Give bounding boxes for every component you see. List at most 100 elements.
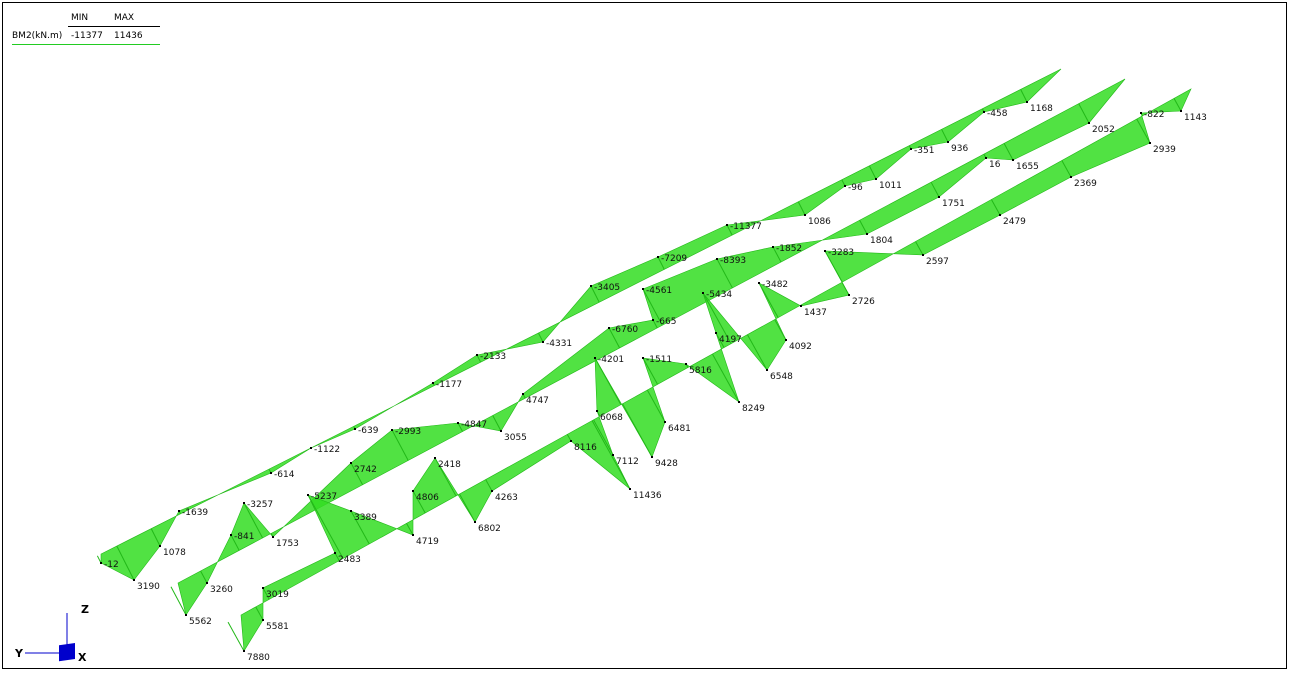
beam-row-2-ordinate xyxy=(1003,143,1014,161)
station-marker xyxy=(307,494,309,496)
moment-value-label: 3389 xyxy=(354,513,377,523)
beam-row-3-ordinate xyxy=(593,419,614,456)
beam-row-1-ordinate xyxy=(538,332,544,343)
beam-row-3-ordinate xyxy=(594,357,622,405)
moment-value-label: -3482 xyxy=(762,280,788,290)
station-marker xyxy=(804,214,806,216)
moment-value-label: -1177 xyxy=(436,380,462,390)
station-marker xyxy=(716,258,718,260)
station-marker xyxy=(350,462,352,464)
beam-row-1-ordinate xyxy=(116,545,135,581)
moment-value-label: -4847 xyxy=(461,420,487,430)
moment-value-label: -6760 xyxy=(612,325,638,335)
beam-row-2-ordinate xyxy=(652,319,658,329)
moment-value-label: 5581 xyxy=(266,622,289,632)
beam-row-3-ordinate xyxy=(774,319,787,341)
beam-row-2-ordinate xyxy=(642,288,663,326)
moment-value-label: -3257 xyxy=(247,500,273,510)
beam-row-2-ordinate xyxy=(230,534,240,551)
moment-value-label: -2133 xyxy=(480,352,506,362)
moment-value-label: 4747 xyxy=(526,396,549,406)
moment-value-label: 3260 xyxy=(210,585,233,595)
station-marker xyxy=(206,582,208,584)
beam-row-3-ordinate xyxy=(915,241,924,256)
beam-row-3-ordinate xyxy=(459,493,476,523)
beam-row-1-ordinate xyxy=(476,354,482,363)
moment-value-label: 7112 xyxy=(616,457,639,467)
moment-value-label: 6548 xyxy=(770,372,793,382)
beam-row-2-ordinate xyxy=(243,502,264,539)
beam-row-3-ordinate xyxy=(841,282,850,296)
beam-row-1-ordinate xyxy=(726,224,733,236)
station-marker xyxy=(354,428,356,430)
station-marker xyxy=(657,256,659,258)
station-marker xyxy=(702,292,704,294)
station-marker xyxy=(685,363,687,365)
moment-value-label: -1852 xyxy=(776,244,802,254)
moment-value-label: 3019 xyxy=(266,590,289,600)
station-marker xyxy=(1149,142,1151,144)
moment-value-label: 1437 xyxy=(804,308,827,318)
beam-row-3-ordinate xyxy=(702,292,732,344)
beam-row-3-ordinate xyxy=(412,490,426,514)
moment-value-label: 1143 xyxy=(1184,113,1207,123)
moment-value-label: 1655 xyxy=(1016,162,1039,172)
beam-row-3-ordinate xyxy=(642,357,659,385)
station-marker xyxy=(938,196,940,198)
station-marker xyxy=(522,393,524,395)
station-marker xyxy=(391,429,393,431)
moment-value-label: 1751 xyxy=(942,199,965,209)
bending-moment-diagram: -12 3190 1078 -1639 -614 -1122 -639 -1177 -2133 -… xyxy=(96,68,1207,663)
moment-value-label: 4263 xyxy=(495,493,518,503)
station-marker xyxy=(824,250,826,252)
station-marker xyxy=(1088,122,1090,124)
station-marker xyxy=(270,472,272,474)
moment-value-label: -3405 xyxy=(594,283,620,293)
station-marker xyxy=(785,339,787,341)
beam-row-1-ordinate xyxy=(941,129,949,143)
moment-value-label: 5816 xyxy=(689,366,712,376)
moment-value-label: -1639 xyxy=(182,508,208,518)
moment-value-label: 8116 xyxy=(574,443,597,453)
moment-value-label: 2597 xyxy=(926,257,949,267)
moment-value-label: 2742 xyxy=(354,465,377,475)
moment-value-label: -822 xyxy=(1144,110,1164,120)
moment-value-label: 4092 xyxy=(789,342,812,352)
station-marker xyxy=(133,579,135,581)
station-marker xyxy=(491,490,493,492)
beam-row-3-ordinate xyxy=(646,389,666,423)
moment-value-label: 2052 xyxy=(1092,125,1115,135)
beam-row-1-ordinate xyxy=(868,165,877,180)
moment-value-label: -665 xyxy=(656,317,676,327)
beam-row-2-ordinate xyxy=(716,258,733,289)
legend-quantity-name: BM2(kN.m) xyxy=(12,31,63,41)
moment-value-label: 2369 xyxy=(1074,179,1097,189)
moment-value-label: -5434 xyxy=(706,290,732,300)
station-marker xyxy=(866,233,868,235)
beam-row-1-ordinate xyxy=(797,201,806,216)
axis-triad: Z Y X xyxy=(11,601,91,665)
legend-max-value: 11436 xyxy=(114,31,143,41)
station-marker xyxy=(738,401,740,403)
moment-value-label: 1011 xyxy=(879,181,902,191)
station-marker xyxy=(1180,110,1182,112)
station-marker xyxy=(457,422,459,424)
moment-value-label: -5237 xyxy=(311,492,337,502)
moment-value-label: -458 xyxy=(987,109,1008,119)
moment-value-label: -7209 xyxy=(661,254,687,264)
beam-row-3-ordinate xyxy=(406,523,414,536)
axis-triad-icon xyxy=(25,613,75,662)
moment-value-label: 5562 xyxy=(189,617,212,627)
moment-value-label: 1078 xyxy=(163,548,186,558)
beam-row-3-ordinate xyxy=(1173,98,1182,112)
beam-row-3-ordinate xyxy=(227,621,245,652)
station-marker xyxy=(652,319,654,321)
station-marker xyxy=(983,111,985,113)
moment-value-label: -4331 xyxy=(546,339,572,349)
moment-value-label: 11436 xyxy=(633,491,662,501)
station-marker xyxy=(594,357,596,359)
moment-value-label: -12 xyxy=(104,560,119,570)
moment-value-label: -3283 xyxy=(828,248,854,258)
station-marker xyxy=(1012,159,1014,161)
